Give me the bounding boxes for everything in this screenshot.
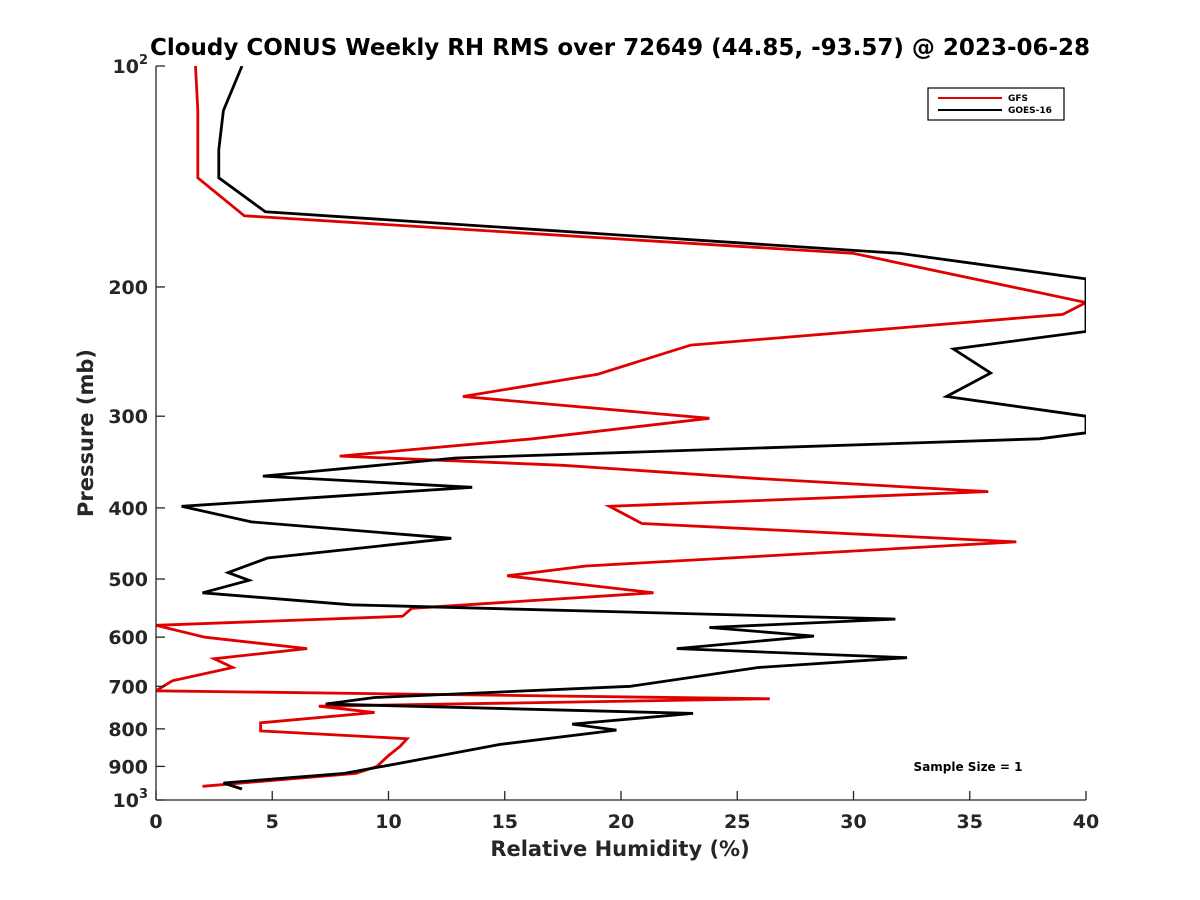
x-axis-ticks: 0 5 10 15 20 25 30 35 40 (149, 791, 1099, 833)
y-tick-label: 400 (108, 498, 148, 520)
y-axis-label: Pressure (mb) (74, 349, 98, 517)
x-tick-label: 0 (149, 811, 162, 833)
y-tick-label: 103 (113, 787, 149, 812)
y-tick-label: 600 (108, 627, 148, 649)
series-line-goes16 (181, 66, 1086, 791)
x-tick-label: 40 (1073, 811, 1099, 833)
x-tick-label: 10 (375, 811, 401, 833)
y-tick-label: 900 (108, 756, 148, 778)
x-tick-label: 35 (957, 811, 983, 833)
y-tick-label: 800 (108, 719, 148, 741)
y-tick-label: 300 (108, 406, 148, 428)
plot-lines (156, 66, 1086, 791)
chart-title: Cloudy CONUS Weekly RH RMS over 72649 (4… (150, 35, 1090, 61)
y-tick-label: 200 (108, 277, 148, 299)
y-tick-label: 500 (108, 569, 148, 591)
y-tick-label: 700 (108, 676, 148, 698)
legend-entry-gfs: GFS (1008, 94, 1028, 104)
x-tick-label: 5 (266, 811, 279, 833)
series-line-gfs (156, 66, 1086, 788)
y-axis-ticks: 102 200 300 400 500 600 700 800 900 103 (108, 53, 165, 812)
x-tick-label: 15 (492, 811, 518, 833)
x-axis-label: Relative Humidity (%) (490, 837, 749, 861)
sample-size-annotation: Sample Size = 1 (914, 760, 1023, 774)
legend-box (927, 87, 1065, 121)
legend-entry-goes16: GOES-16 (1008, 106, 1052, 116)
legend: GFS GOES-16 (927, 87, 1065, 121)
y-tick-label: 102 (113, 53, 149, 78)
x-tick-label: 25 (724, 811, 750, 833)
x-tick-label: 30 (840, 811, 866, 833)
x-tick-label: 20 (608, 811, 634, 833)
